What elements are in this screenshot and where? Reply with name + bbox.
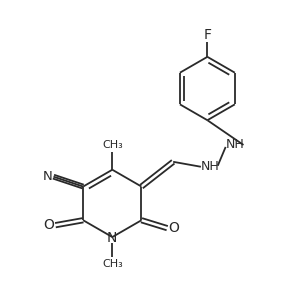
Text: NH: NH xyxy=(200,160,219,173)
Text: N: N xyxy=(107,231,118,245)
Text: CH₃: CH₃ xyxy=(102,259,123,269)
Text: O: O xyxy=(169,221,180,235)
Text: O: O xyxy=(43,218,54,232)
Text: N: N xyxy=(43,170,52,183)
Text: F: F xyxy=(203,28,211,42)
Text: NH: NH xyxy=(226,139,245,151)
Text: CH₃: CH₃ xyxy=(102,140,123,150)
